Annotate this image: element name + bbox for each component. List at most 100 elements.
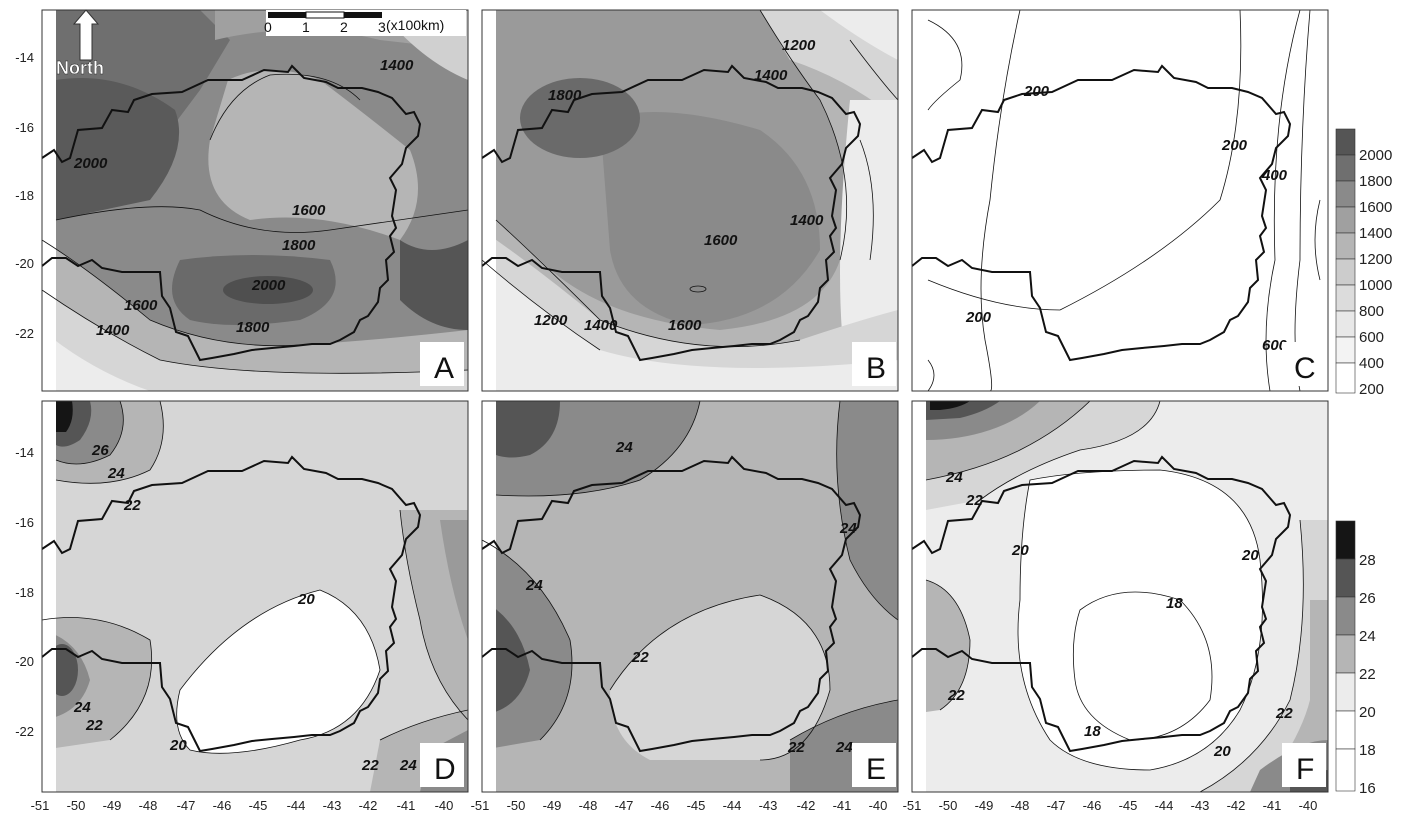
y-axis-bottom: -14 -16 -18 -20 -22 xyxy=(15,445,34,739)
contour-label: 24 xyxy=(835,739,853,756)
contour-label: 1400 xyxy=(584,317,618,334)
x-tick-label: -42 xyxy=(797,798,816,813)
contour-label: 22 xyxy=(361,757,379,774)
y-tick-label: -16 xyxy=(15,515,34,530)
contour-label: 20 xyxy=(1011,542,1029,559)
scale-tick: 1 xyxy=(302,19,310,35)
x-tick-label: -49 xyxy=(975,798,994,813)
contour-label: 22 xyxy=(123,497,141,514)
contour-label: 24 xyxy=(399,757,417,774)
legend-label: 800 xyxy=(1359,303,1384,320)
legend-label: 18 xyxy=(1359,742,1376,759)
contour-label: 22 xyxy=(965,492,983,509)
y-tick-label: -22 xyxy=(15,724,34,739)
panel-d-contour-labels: 26 24 22 20 24 22 20 22 24 xyxy=(73,442,417,774)
legend-label: 22 xyxy=(1359,666,1376,683)
contour-label: 2000 xyxy=(73,155,108,172)
panel-f-map xyxy=(912,401,1328,792)
y-tick-label: -16 xyxy=(15,120,34,135)
scale-bar: 0 1 2 3 (x100km) xyxy=(264,10,466,36)
legend-label: 1000 xyxy=(1359,277,1392,294)
scale-tick: 0 xyxy=(264,19,272,35)
legend-label: 2000 xyxy=(1359,147,1392,164)
x-tick-label: -47 xyxy=(615,798,634,813)
x-tick-label: -45 xyxy=(687,798,706,813)
x-tick-label: -46 xyxy=(1083,798,1102,813)
contour-label: 20 xyxy=(297,591,315,608)
panel-letter: B xyxy=(866,352,886,385)
y-tick-label: -18 xyxy=(15,188,34,203)
legend-label: 200 xyxy=(1359,381,1384,398)
legend-label: 1200 xyxy=(1359,251,1392,268)
scale-tick: 3 xyxy=(378,19,386,35)
y-tick-label: -22 xyxy=(15,326,34,341)
x-tick-label: -44 xyxy=(1155,798,1174,813)
panel-b-contour-labels: 1200 1400 1800 1400 1600 1200 1400 1600 xyxy=(534,37,824,334)
contour-label: 1800 xyxy=(236,319,270,336)
contour-label: 1600 xyxy=(292,202,326,219)
legend-bottom: 28 26 24 22 20 18 16 xyxy=(1335,520,1376,797)
contour-label: 1200 xyxy=(782,37,816,54)
panel-e-contour-labels: 24 24 24 22 22 24 xyxy=(525,439,857,756)
x-tick-label: -45 xyxy=(249,798,268,813)
x-tick-label: -43 xyxy=(1191,798,1210,813)
contour-label: 600 xyxy=(1262,337,1288,354)
legend-label: 1800 xyxy=(1359,173,1392,190)
contour-label: 1400 xyxy=(96,322,130,339)
y-tick-label: -20 xyxy=(15,256,34,271)
legend-label: 1600 xyxy=(1359,199,1392,216)
contour-label: 1200 xyxy=(534,312,568,329)
x-tick-label: -46 xyxy=(213,798,232,813)
contour-label: 2000 xyxy=(251,277,286,294)
x-tick-label: -44 xyxy=(287,798,306,813)
legend-top: 2000 1800 1600 1400 1200 1000 800 600 40… xyxy=(1335,128,1392,398)
contour-label: 1800 xyxy=(548,87,582,104)
x-tick-label: -42 xyxy=(359,798,378,813)
contour-label: 22 xyxy=(787,739,805,756)
x-tick-label: -46 xyxy=(651,798,670,813)
panel-letter: F xyxy=(1296,753,1314,786)
contour-label: 22 xyxy=(85,717,103,734)
contour-label: 1400 xyxy=(380,57,414,74)
contour-label: 1400 xyxy=(790,212,824,229)
x-tick-label: -48 xyxy=(1011,798,1030,813)
contour-label: 1800 xyxy=(282,237,316,254)
x-tick-label: -44 xyxy=(723,798,742,813)
scale-tick: 2 xyxy=(340,19,348,35)
contour-label: 24 xyxy=(525,577,543,594)
contour-label: 22 xyxy=(1275,705,1293,722)
panel-f-frame xyxy=(911,400,1329,793)
panel-letter: C xyxy=(1294,352,1316,385)
contour-label: 1400 xyxy=(754,67,788,84)
panel-a-frame xyxy=(41,9,469,392)
x-tick-label: -49 xyxy=(103,798,122,813)
panel-c-map xyxy=(912,10,1328,391)
scale-unit: (x100km) xyxy=(386,17,444,33)
contour-label: 200 xyxy=(965,309,992,326)
x-tick-label: -51 xyxy=(471,798,490,813)
y-tick-label: -14 xyxy=(15,445,34,460)
x-tick-label: -50 xyxy=(507,798,526,813)
panel-d-map xyxy=(42,401,468,792)
x-tick-label: -49 xyxy=(543,798,562,813)
panel-d-frame xyxy=(41,400,469,793)
panel-b-map xyxy=(482,10,898,391)
panel-c-frame xyxy=(911,9,1329,392)
contour-label: 1600 xyxy=(668,317,702,334)
x-tick-label: -51 xyxy=(903,798,922,813)
panel-a-map xyxy=(42,10,468,391)
panel-e-map xyxy=(482,401,898,792)
x-tick-label: -41 xyxy=(1263,798,1282,813)
contour-label: 200 xyxy=(1023,83,1050,100)
contour-label: 1600 xyxy=(124,297,158,314)
y-tick-label: -18 xyxy=(15,585,34,600)
legend-label: 400 xyxy=(1359,355,1384,372)
legend-label: 26 xyxy=(1359,590,1376,607)
contour-label: 20 xyxy=(1241,547,1259,564)
contour-label: 200 xyxy=(1221,137,1248,154)
x-axis-f: -51 -50 -49 -48 -47 -46 -45 -44 -43 -42 … xyxy=(903,798,1318,813)
x-tick-label: -41 xyxy=(397,798,416,813)
x-tick-label: -47 xyxy=(1047,798,1066,813)
contour-label: 18 xyxy=(1084,723,1101,740)
